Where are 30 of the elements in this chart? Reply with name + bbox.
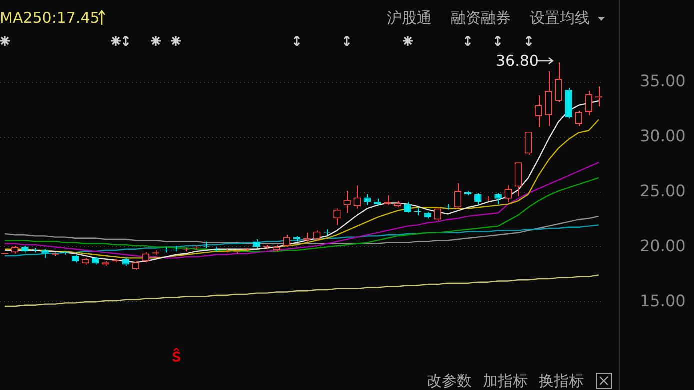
candlestick — [524, 132, 532, 156]
candlestick — [384, 195, 392, 206]
candlestick — [92, 256, 100, 266]
candlestick — [585, 90, 593, 116]
candlestick — [42, 248, 49, 259]
annotation: MA250:17.45 — [0, 9, 100, 27]
candlestick — [394, 200, 402, 208]
candlestick — [454, 182, 462, 210]
candlestick — [545, 70, 552, 127]
annotation: 加指标 — [483, 372, 528, 390]
candlestick — [273, 244, 280, 252]
y-tick-label: 20.00 — [640, 236, 686, 256]
annotation: 改参数 — [427, 372, 472, 390]
annotation: 36.80 — [496, 52, 539, 70]
candlestick — [494, 192, 502, 205]
candlestick — [565, 87, 572, 120]
annotation: 融资融券 — [451, 9, 511, 27]
y-tick-label: 30.00 — [640, 126, 686, 146]
annotation: 换指标 — [539, 372, 584, 390]
candlestick — [253, 238, 260, 249]
y-tick-label: 15.00 — [640, 291, 686, 310]
annotation: 沪股通 — [387, 9, 432, 27]
y-tick-label: 25.00 — [640, 181, 686, 200]
y-tick-label: 35.00 — [640, 72, 686, 91]
annotation: 设置均线 — [530, 9, 590, 27]
candlestick — [11, 246, 19, 254]
candlestick — [364, 194, 372, 206]
candlestick — [122, 258, 130, 266]
candlestick — [555, 62, 562, 103]
candlestick — [575, 110, 582, 127]
